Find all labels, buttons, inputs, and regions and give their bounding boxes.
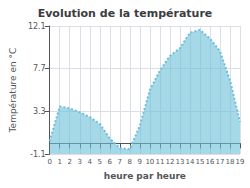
- svg-text:16: 16: [205, 158, 214, 166]
- svg-text:10: 10: [145, 158, 154, 166]
- svg-text:heure par heure: heure par heure: [104, 171, 186, 181]
- svg-text:7: 7: [118, 158, 122, 166]
- svg-text:7.7: 7.7: [33, 64, 46, 73]
- svg-text:6: 6: [108, 158, 113, 166]
- svg-text:3.3: 3.3: [33, 107, 46, 116]
- svg-text:11: 11: [155, 158, 164, 166]
- svg-text:18: 18: [226, 158, 235, 166]
- svg-text:14: 14: [185, 158, 194, 166]
- svg-text:4: 4: [88, 158, 93, 166]
- svg-text:-1.1: -1.1: [30, 150, 46, 159]
- svg-text:19: 19: [236, 158, 245, 166]
- svg-text:12: 12: [165, 158, 174, 166]
- svg-text:1: 1: [57, 158, 61, 166]
- svg-text:17: 17: [216, 158, 225, 166]
- svg-text:12.1: 12.1: [28, 22, 46, 31]
- svg-text:Température en °C: Température en °C: [8, 48, 18, 134]
- svg-text:3: 3: [78, 158, 82, 166]
- svg-text:9: 9: [138, 158, 142, 166]
- svg-text:0: 0: [47, 158, 51, 166]
- svg-text:2: 2: [68, 158, 72, 166]
- svg-text:8: 8: [128, 158, 132, 166]
- svg-text:Evolution de la température: Evolution de la température: [38, 7, 213, 20]
- svg-text:5: 5: [98, 158, 102, 166]
- svg-text:13: 13: [175, 158, 184, 166]
- svg-text:15: 15: [195, 158, 204, 166]
